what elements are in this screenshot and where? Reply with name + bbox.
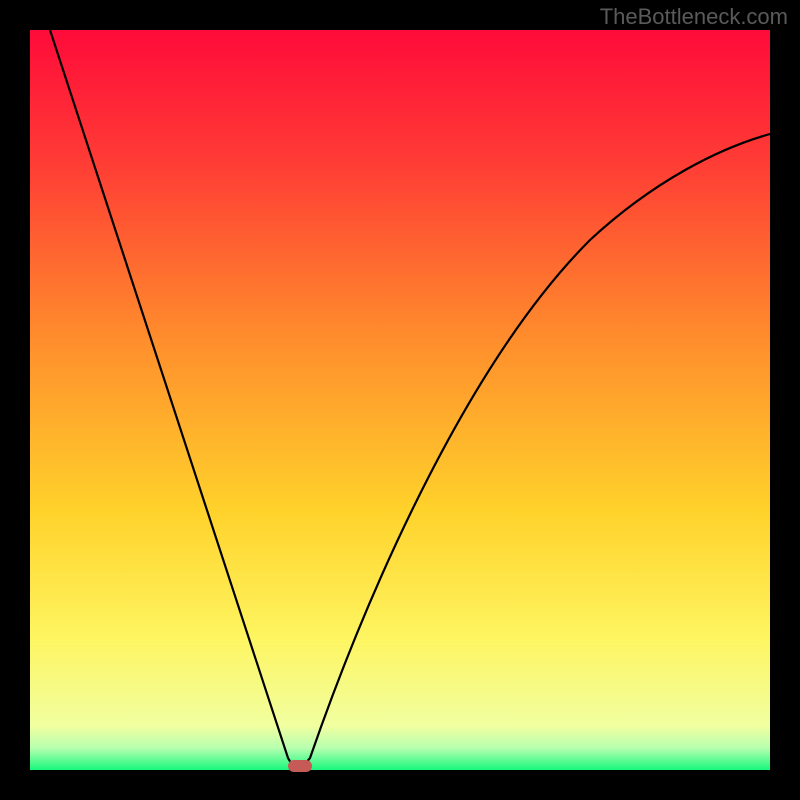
curve-path (50, 30, 770, 767)
optimum-marker (288, 760, 312, 772)
bottleneck-curve (30, 30, 770, 770)
plot-gradient-background (30, 30, 770, 770)
watermark-text: TheBottleneck.com (600, 4, 788, 30)
